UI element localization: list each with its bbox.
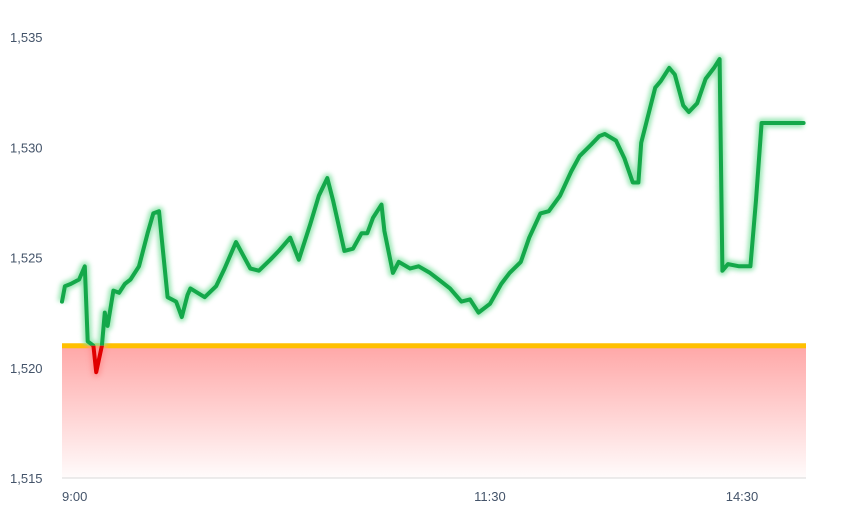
x-tick-label: 14:30 (726, 489, 759, 504)
y-tick-label: 1,515 (10, 471, 43, 486)
y-tick-label: 1,530 (10, 140, 43, 155)
x-tick-label: 11:30 (474, 489, 506, 504)
below-baseline-fill (62, 345, 806, 478)
y-tick-label: 1,525 (10, 251, 43, 266)
x-tick-label: 9:00 (62, 489, 87, 504)
y-tick-label: 1,535 (10, 30, 43, 45)
y-tick-label: 1,520 (10, 361, 43, 376)
price-line-above-baseline (60, 57, 806, 346)
